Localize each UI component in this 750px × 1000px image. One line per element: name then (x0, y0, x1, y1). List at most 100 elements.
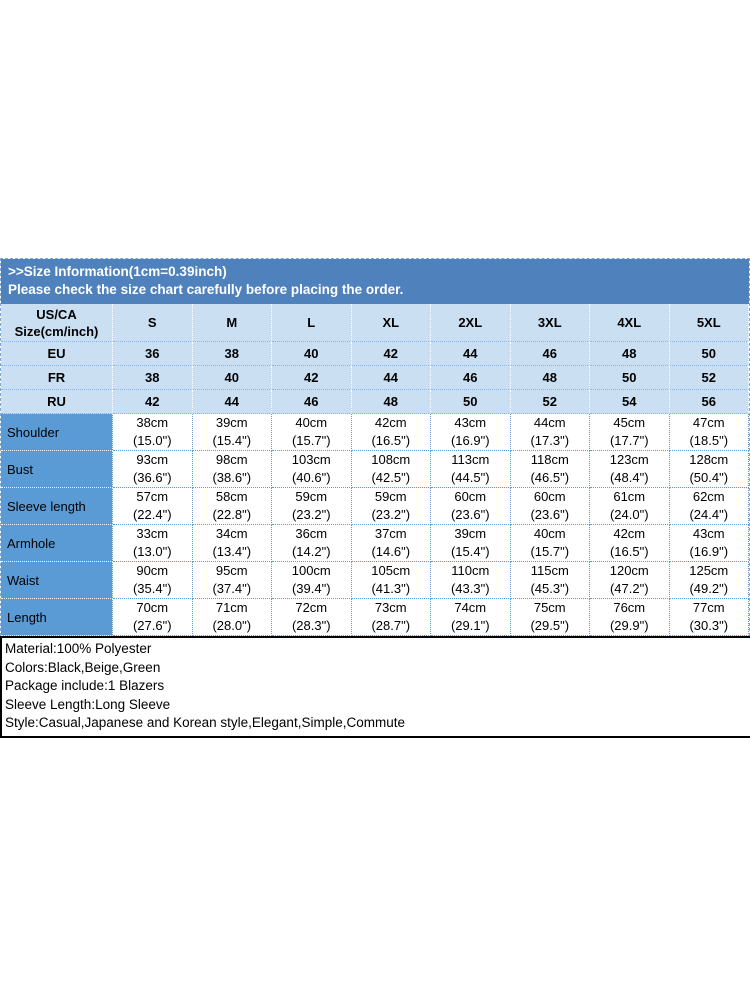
measurement-value: 34cm (13.4") (192, 525, 272, 562)
measurement-value: 40cm (15.7") (510, 525, 590, 562)
measurement-value: 76cm (29.9") (590, 599, 670, 636)
size-column-header: L (272, 304, 352, 342)
measurement-value: 36cm (14.2") (272, 525, 352, 562)
region-size-value: 56 (669, 390, 749, 414)
region-size-value: 44 (431, 342, 511, 366)
product-info-line: Package include:1 Blazers (5, 678, 165, 693)
region-size-value: 42 (351, 342, 431, 366)
region-size-value: 52 (510, 390, 590, 414)
region-size-value: 44 (351, 366, 431, 390)
measurement-value: 39cm (15.4") (431, 525, 511, 562)
measurement-value: 38cm (15.0") (113, 414, 193, 451)
region-size-value: 46 (510, 342, 590, 366)
measurement-value: 60cm (23.6") (431, 488, 511, 525)
measurement-value: 42cm (16.5") (590, 525, 670, 562)
size-table: US/CA Size(cm/inch) S M L XL 2XL 3XL 4XL 5XL EU… (1, 304, 749, 636)
measurement-value: 100cm (39.4") (272, 562, 352, 599)
region-size-value: 36 (113, 342, 193, 366)
measurement-value: 40cm (15.7") (272, 414, 352, 451)
measurement-value: 95cm (37.4") (192, 562, 272, 599)
region-size-value: 50 (669, 342, 749, 366)
region-size-value: 50 (590, 366, 670, 390)
measurement-value: 77cm (30.3") (669, 599, 749, 636)
corner-header: US/CA Size(cm/inch) (1, 304, 113, 342)
region-label: EU (1, 342, 113, 366)
measurement-value: 90cm (35.4") (113, 562, 193, 599)
measurement-row: Shoulder 38cm (15.0") 39cm (15.4") 40cm (15… (1, 414, 749, 451)
banner-subtitle: Please check the size chart carefully be… (8, 282, 404, 297)
measurement-value: 105cm (41.3") (351, 562, 431, 599)
measurement-value: 33cm (13.0") (113, 525, 193, 562)
size-column-header: S (113, 304, 193, 342)
measurement-value: 103cm (40.6") (272, 451, 352, 488)
measurement-row: Length 70cm (27.6") 71cm (28.0") 72cm (28.3… (1, 599, 749, 636)
measurement-row: Sleeve length 57cm (22.4") 58cm (22.8") 59c… (1, 488, 749, 525)
region-size-value: 48 (351, 390, 431, 414)
size-column-header: M (192, 304, 272, 342)
measurement-value: 113cm (44.5") (431, 451, 511, 488)
product-info-box: Material:100% Polyester Colors:Black,Beig… (0, 636, 750, 738)
measurement-value: 42cm (16.5") (351, 414, 431, 451)
measurement-value: 62cm (24.4") (669, 488, 749, 525)
measurement-value: 58cm (22.8") (192, 488, 272, 525)
product-info-line: Colors:Black,Beige,Green (5, 659, 161, 675)
measurement-value: 59cm (23.2") (272, 488, 352, 525)
product-info-line: Sleeve Length:Long Sleeve (5, 696, 171, 712)
measurement-value: 73cm (28.7") (351, 599, 431, 636)
measurement-value: 118cm (46.5") (510, 451, 590, 488)
region-size-value: 40 (192, 366, 272, 390)
size-info-banner: >>Size Information(1cm=0.39inch) Please … (1, 259, 749, 304)
measurement-value: 93cm (36.6") (113, 451, 193, 488)
measurement-row: Bust 93cm (36.6") 98cm (38.6") 103cm (40.6"… (1, 451, 749, 488)
size-column-header: 3XL (510, 304, 590, 342)
measurement-value: 45cm (17.7") (590, 414, 670, 451)
measurement-value: 44cm (17.3") (510, 414, 590, 451)
measurement-value: 128cm (50.4") (669, 451, 749, 488)
size-header-row: US/CA Size(cm/inch) S M L XL 2XL 3XL 4XL 5XL (1, 304, 749, 342)
measurement-value: 70cm (27.6") (113, 599, 193, 636)
product-info-line: Material:100% Polyester (5, 641, 152, 656)
measurement-value: 37cm (14.6") (351, 525, 431, 562)
region-size-value: 42 (272, 366, 352, 390)
measurement-label: Waist (1, 562, 113, 599)
measurement-value: 39cm (15.4") (192, 414, 272, 451)
measurement-label: Bust (1, 451, 113, 488)
product-info-line: Style:Casual,Japanese and Korean style,E… (5, 715, 405, 730)
size-column-header: 2XL (431, 304, 511, 342)
region-size-value: 52 (669, 366, 749, 390)
measurement-row: Waist 90cm (35.4") 95cm (37.4") 100cm (39.4… (1, 562, 749, 599)
region-size-value: 42 (113, 390, 193, 414)
size-column-header: 4XL (590, 304, 670, 342)
measurement-row: Armhole 33cm (13.0") 34cm (13.4") 36cm (14.… (1, 525, 749, 562)
measurement-value: 59cm (23.2") (351, 488, 431, 525)
measurement-value: 98cm (38.6") (192, 451, 272, 488)
region-size-value: 48 (510, 366, 590, 390)
measurement-value: 61cm (24.0") (590, 488, 670, 525)
measurement-value: 47cm (18.5") (669, 414, 749, 451)
measurement-value: 60cm (23.6") (510, 488, 590, 525)
measurement-value: 71cm (28.0") (192, 599, 272, 636)
region-label: FR (1, 366, 113, 390)
region-size-value: 50 (431, 390, 511, 414)
region-size-value: 54 (590, 390, 670, 414)
measurement-label: Shoulder (1, 414, 113, 451)
measurement-value: 110cm (43.3") (431, 562, 511, 599)
region-size-row: EU 36 38 40 42 44 46 48 50 (1, 342, 749, 366)
region-size-value: 38 (113, 366, 193, 390)
size-column-header: XL (351, 304, 431, 342)
region-size-value: 46 (431, 366, 511, 390)
measurement-value: 74cm (29.1") (431, 599, 511, 636)
banner-title: >>Size Information(1cm=0.39inch) (8, 264, 227, 279)
measurement-label: Sleeve length (1, 488, 113, 525)
region-size-value: 44 (192, 390, 272, 414)
measurement-value: 43cm (16.9") (669, 525, 749, 562)
measurement-label: Armhole (1, 525, 113, 562)
measurement-value: 108cm (42.5") (351, 451, 431, 488)
measurement-label: Length (1, 599, 113, 636)
measurement-value: 75cm (29.5") (510, 599, 590, 636)
measurement-value: 120cm (47.2") (590, 562, 670, 599)
region-size-row: RU 42 44 46 48 50 52 54 56 (1, 390, 749, 414)
region-size-value: 40 (272, 342, 352, 366)
measurement-value: 125cm (49.2") (669, 562, 749, 599)
